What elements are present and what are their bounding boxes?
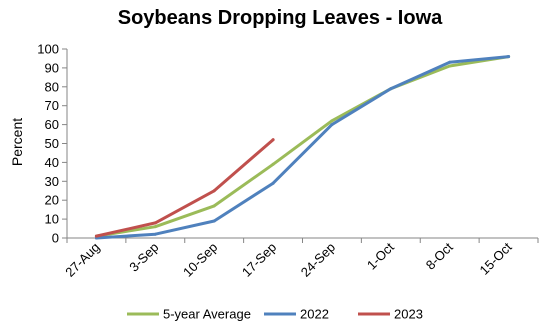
data-point [153,225,157,229]
data-point [153,221,157,225]
data-point [271,181,275,185]
x-tick-label: 27-Aug [62,240,102,280]
series-line-1 [94,55,511,238]
data-point [389,87,393,91]
data-point [271,138,275,142]
x-ticks-group: 27-Aug 3-Sep 10-Sep 17-Sep 24-Sep 1-Oct 8-Oct 1… [62,238,539,280]
x-tick-label: 15-Oct [476,239,514,277]
y-tick-label: 70 [45,98,59,113]
data-point [448,60,452,64]
y-tick-label: 30 [45,174,59,189]
data-point [212,219,216,223]
data-point [94,234,98,238]
y-tick-label: 90 [45,60,59,75]
y-tick-label: 40 [45,155,59,170]
legend-label: 5-year Average [163,307,251,322]
data-point [448,64,452,68]
series-line-2 [94,55,511,240]
x-tick-label: 17-Sep [239,240,279,280]
legend-label: 2023 [394,307,423,322]
y-tick-label: 10 [45,212,59,227]
data-point [153,232,157,236]
y-tick-label: 20 [45,193,59,208]
series-line-3 [94,138,275,238]
data-point [507,55,511,59]
data-point [271,162,275,166]
series-group [94,55,511,240]
data-point [330,123,334,127]
y-tick-label: 80 [45,79,59,94]
x-tick-label: 1-Oct [364,239,397,272]
data-point [212,189,216,193]
y-tick-label: 60 [45,117,59,132]
y-tick-label: 0 [52,231,59,246]
y-tick-label: 100 [37,42,59,57]
y-tick-label: 50 [45,136,59,151]
data-point [212,204,216,208]
y-ticks-group: 0 10 20 30 40 50 60 70 80 90 100 [37,42,67,246]
chart-title: Soybeans Dropping Leaves - Iowa [118,7,443,29]
x-tick-label: 10-Sep [180,240,220,280]
legend: 5-year Average 2022 2023 [127,307,423,322]
y-axis-label: Percent [9,118,25,166]
x-tick-label: 24-Sep [298,240,338,280]
x-tick-label: 3-Sep [126,240,161,275]
legend-label: 2022 [300,307,329,322]
x-tick-label: 8-Oct [423,239,456,272]
data-point [330,119,334,123]
